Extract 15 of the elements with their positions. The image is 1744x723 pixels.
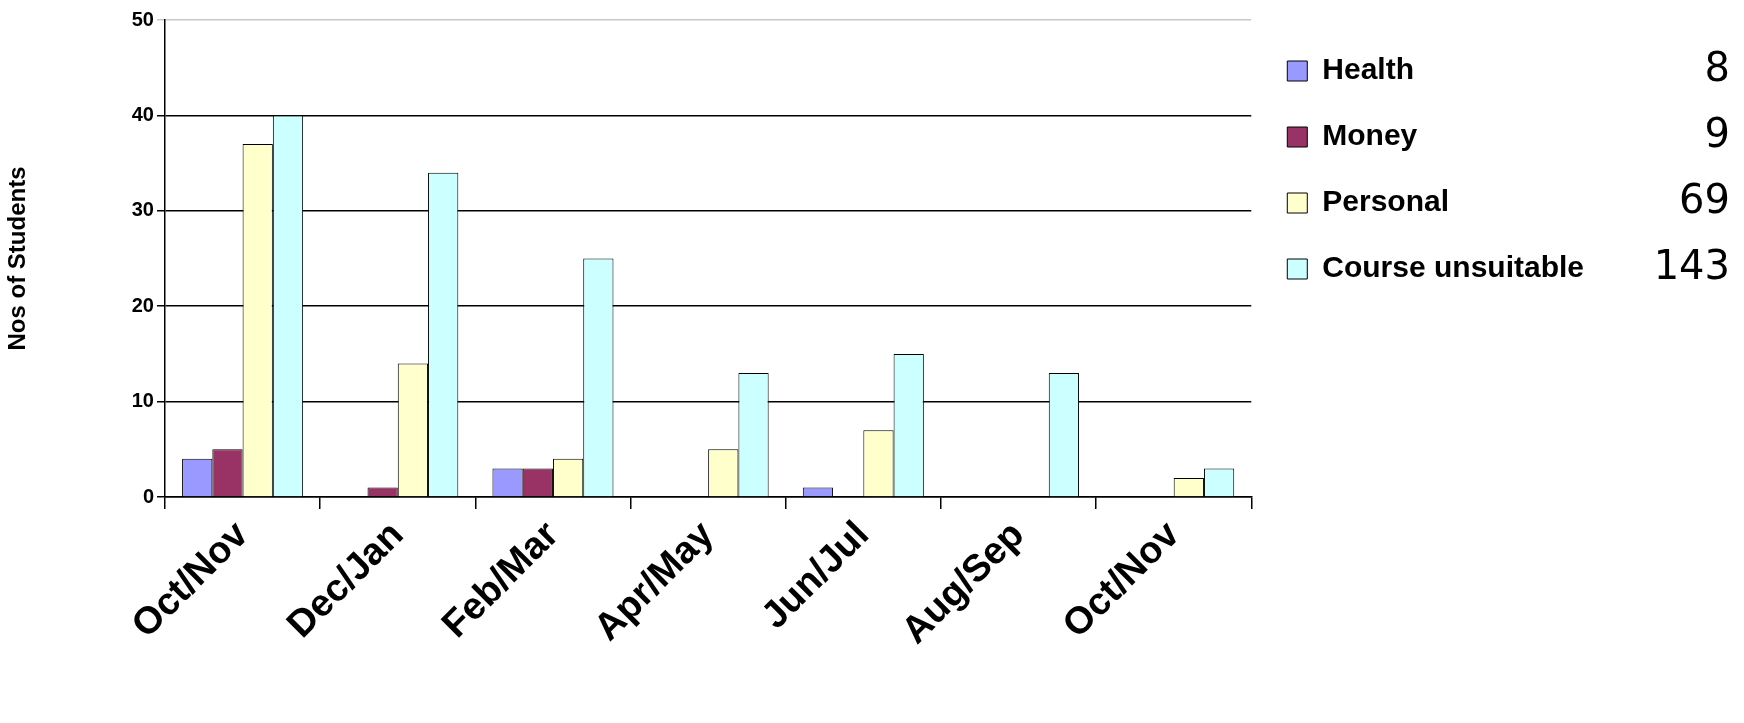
text: 9	[1704, 110, 1730, 157]
text: 143	[1653, 242, 1730, 289]
y-tick-label: 20	[131, 293, 154, 316]
y-axis-title: Nos of Students	[3, 166, 31, 351]
y-tick-label: 50	[131, 7, 154, 30]
legend-label: Money	[1322, 118, 1418, 152]
text: 8	[1704, 44, 1730, 91]
legend-label: Course unsuitable	[1322, 250, 1585, 284]
legend-label: Personal	[1322, 184, 1450, 218]
text: 69	[1679, 176, 1730, 223]
y-tick-label: 40	[131, 102, 154, 125]
y-tick-label: 30	[131, 198, 154, 221]
y-tick-label: 0	[142, 484, 154, 507]
y-tick-label: 10	[131, 389, 154, 412]
legend-label: Health	[1322, 52, 1414, 86]
